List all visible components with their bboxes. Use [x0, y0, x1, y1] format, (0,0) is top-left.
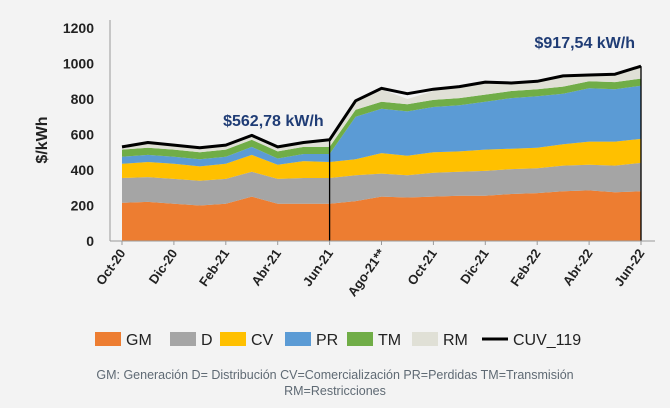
x-tick-label: Abr-21: [248, 246, 284, 288]
x-tick-label: Jun-22: [611, 246, 647, 289]
cuv-line-group: [121, 64, 642, 150]
y-ticks: 0 200 400 600 800 1000 1200: [63, 20, 94, 249]
legend-label-rm: RM: [443, 332, 468, 349]
footnote: GM: Generación D= Distribución CV=Comerc…: [0, 367, 670, 399]
x-ticks: Oct-20 Dic-20 Feb-21 Abr-21 Jun-21 Ago-21** Oc…: [93, 241, 647, 299]
area-pr: [122, 85, 641, 167]
x-tick-label: Abr-22: [560, 246, 596, 288]
stacked-area-chart: $562,78 kW/h $917,54 kW/h 0 200 400 600 800 10…: [34, 20, 655, 349]
legend-label-pr: PR: [316, 332, 338, 349]
area-layers: [122, 67, 641, 241]
x-tick-label: Feb-21: [196, 246, 232, 289]
legend-label-cuv-119: CUV_119: [513, 332, 581, 349]
legend: GM D CV PR TM RM CUV_119: [95, 332, 581, 349]
y-tick-label: 1200: [63, 20, 94, 36]
y-tick-label: 200: [71, 198, 95, 214]
y-tick-label: 400: [71, 162, 95, 178]
area-rm: [122, 67, 641, 153]
footnote-line-2: RM=Restricciones: [284, 384, 386, 398]
reference-lines: $562,78 kW/h $917,54 kW/h: [223, 35, 642, 241]
axes: [109, 20, 655, 242]
annotation-2: $917,54 kW/h: [535, 35, 636, 52]
x-tick-label: Feb-22: [507, 246, 543, 289]
area-cv: [122, 138, 641, 181]
x-tick-label: Jun-21: [300, 246, 336, 289]
y-tick-label: 1000: [63, 56, 94, 72]
x-tick-label: Oct-20: [93, 246, 128, 288]
legend-label-gm: GM: [126, 332, 152, 349]
line-cuv-119: [121, 64, 642, 150]
x-tick-label: Oct-21: [404, 246, 439, 288]
x-tick-label: Dic-20: [146, 246, 181, 287]
x-tick-label: Ago-21**: [345, 245, 389, 299]
y-tick-label: 600: [71, 127, 95, 143]
legend-swatch-tm: [347, 332, 373, 346]
legend-label-tm: TM: [378, 332, 401, 349]
area-tm: [122, 78, 641, 160]
legend-swatch-pr: [285, 332, 311, 346]
x-tick-label: Dic-21: [457, 246, 492, 287]
legend-swatch-rm: [412, 332, 438, 346]
footnote-line-1: GM: Generación D= Distribución CV=Comerc…: [96, 368, 574, 382]
area-gm: [122, 190, 641, 241]
legend-swatch-d: [170, 332, 196, 346]
legend-label-d: D: [201, 332, 213, 349]
y-tick-label: 0: [86, 233, 94, 249]
legend-swatch-gm: [95, 332, 121, 346]
y-axis-label: $/kWh: [34, 116, 51, 163]
y-tick-label: 800: [71, 91, 95, 107]
legend-swatch-cv: [220, 332, 246, 346]
area-d: [122, 162, 641, 206]
annotation-1: $562,78 kW/h: [223, 113, 324, 130]
legend-label-cv: CV: [251, 332, 274, 349]
